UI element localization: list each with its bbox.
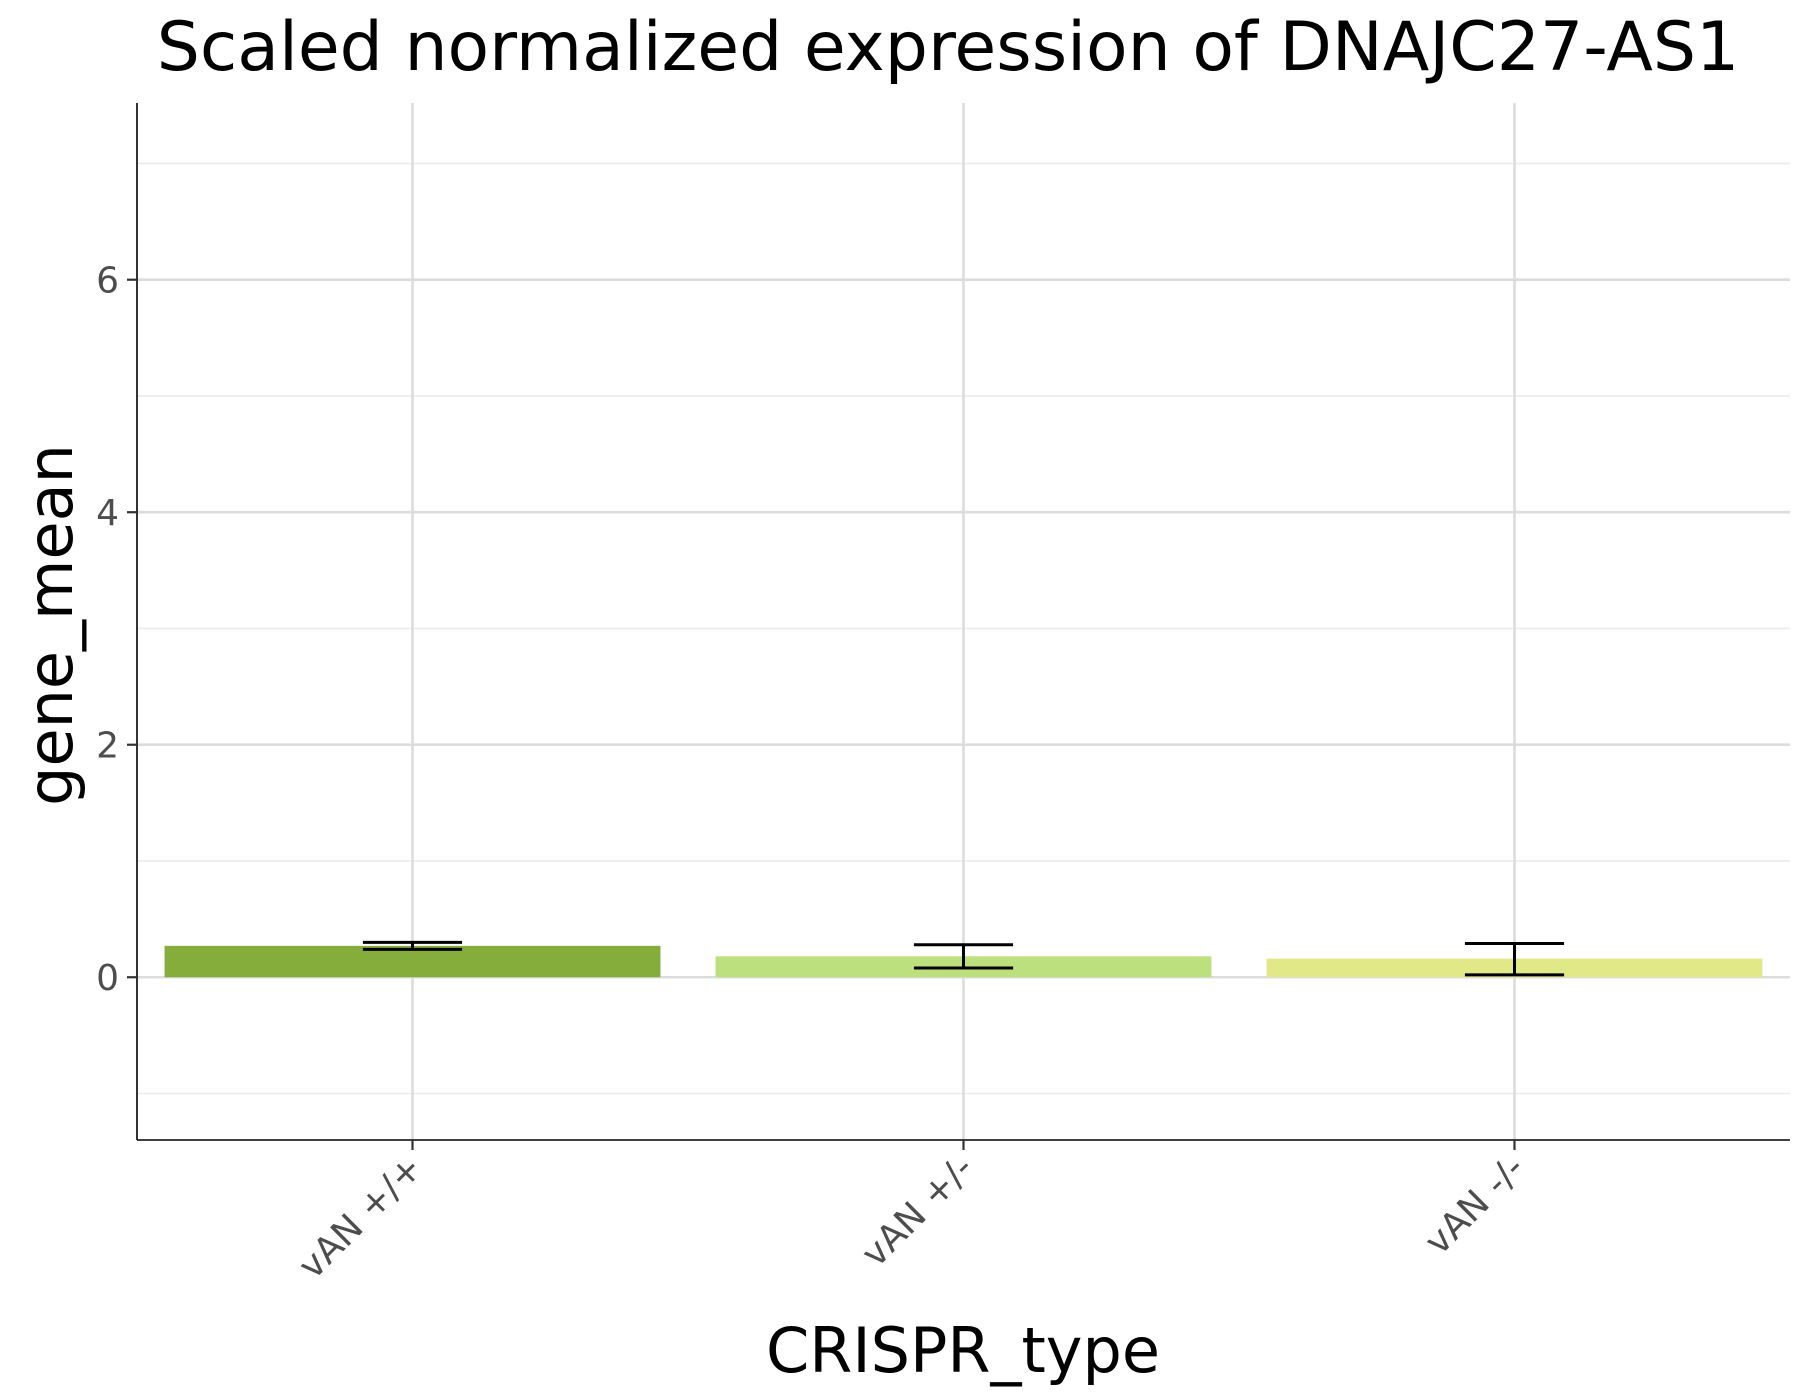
- y-tick-label: 0: [96, 958, 119, 999]
- grid: [137, 103, 1790, 1140]
- y-tick-label: 6: [96, 261, 119, 302]
- chart-title: Scaled normalized expression of DNAJC27-…: [157, 8, 1740, 87]
- x-tick-label: vAN -/-: [1417, 1147, 1533, 1263]
- bar: [164, 945, 661, 978]
- y-tick-label: 2: [96, 726, 119, 767]
- y-axis-title: gene_mean: [14, 444, 87, 806]
- x-tick-label: vAN +/+: [291, 1147, 431, 1287]
- x-axis-title: CRISPR_type: [766, 1314, 1160, 1387]
- error-bars: [362, 940, 1565, 977]
- y-ticks: 0 2 4 6: [96, 261, 137, 999]
- y-tick-label: 4: [96, 493, 119, 534]
- bars: [164, 945, 1763, 978]
- x-tick-label: vAN +/-: [854, 1147, 982, 1275]
- x-ticks: vAN +/+ vAN +/- vAN -/-: [291, 1140, 1533, 1287]
